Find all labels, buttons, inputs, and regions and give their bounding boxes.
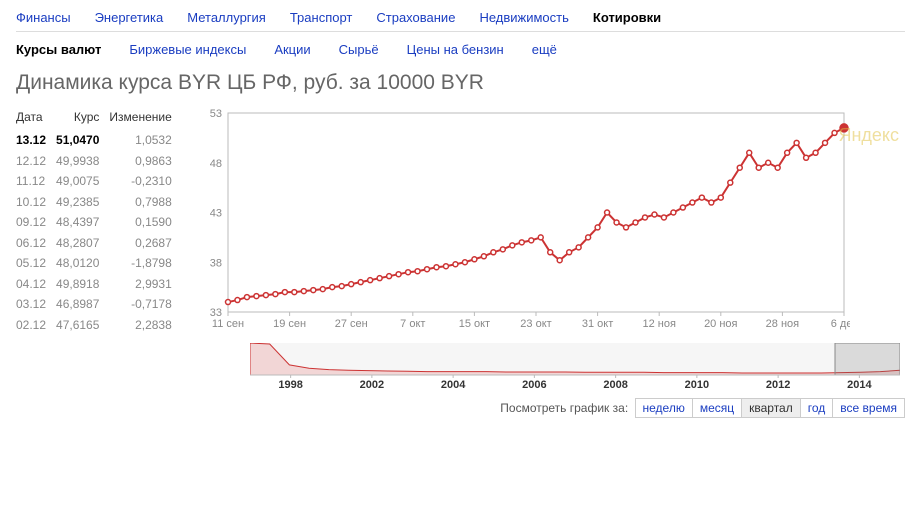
table-row[interactable]: 04.1249,89182,9931 bbox=[16, 274, 182, 295]
cell-rate: 47,6165 bbox=[56, 315, 109, 336]
table-header: Курс bbox=[56, 107, 109, 130]
sub-tab-0[interactable]: Курсы валют bbox=[16, 42, 101, 57]
cell-change: 0,2687 bbox=[109, 233, 181, 254]
svg-text:2008: 2008 bbox=[603, 379, 627, 389]
cell-change: 0,1590 bbox=[109, 212, 181, 233]
svg-text:43: 43 bbox=[210, 208, 222, 220]
cell-change: 0,9863 bbox=[109, 151, 181, 172]
cell-rate: 48,2807 bbox=[56, 233, 109, 254]
period-option-2[interactable]: квартал bbox=[741, 398, 801, 418]
page-title: Динамика курса BYR ЦБ РФ, руб. за 10000 … bbox=[16, 71, 905, 95]
cell-date: 13.12 bbox=[16, 130, 56, 151]
sub-tab-2[interactable]: Акции bbox=[274, 42, 310, 57]
svg-text:7 окт: 7 окт bbox=[400, 318, 425, 330]
table-row[interactable]: 12.1249,99380,9863 bbox=[16, 151, 182, 172]
cell-date: 10.12 bbox=[16, 192, 56, 213]
cell-date: 02.12 bbox=[16, 315, 56, 336]
category-tab-6[interactable]: Котировки bbox=[593, 10, 661, 25]
cell-rate: 49,2385 bbox=[56, 192, 109, 213]
period-selector: Посмотреть график за: неделюмесяцквартал… bbox=[250, 398, 905, 418]
subcategory-tabs: Курсы валют Биржевые индексы Акции Сырьё Цен… bbox=[16, 32, 905, 71]
cell-date: 12.12 bbox=[16, 151, 56, 172]
category-tab-5[interactable]: Недвижимость bbox=[479, 10, 568, 25]
main-chart-container: Яндекс 333843485311 сен19 сен27 сен7 окт… bbox=[200, 107, 905, 335]
overview-chart-container: 1998 2002 2004 2006 2008 2010 2012 2014 bbox=[250, 343, 905, 392]
cell-date: 05.12 bbox=[16, 253, 56, 274]
category-tab-2[interactable]: Металлургия bbox=[187, 10, 266, 25]
sub-tab-4[interactable]: Цены на бензин bbox=[407, 42, 504, 57]
table-row[interactable]: 06.1248,28070,2687 bbox=[16, 233, 182, 254]
cell-change: 1,0532 bbox=[109, 130, 181, 151]
table-row[interactable]: 03.1246,8987-0,7178 bbox=[16, 294, 182, 315]
table-row[interactable]: 05.1248,0120-1,8798 bbox=[16, 253, 182, 274]
svg-text:11 сен: 11 сен bbox=[212, 318, 244, 330]
cell-change: -0,2310 bbox=[109, 171, 181, 192]
cell-date: 11.12 bbox=[16, 171, 56, 192]
cell-date: 03.12 bbox=[16, 294, 56, 315]
cell-rate: 46,8987 bbox=[56, 294, 109, 315]
cell-change: 2,9931 bbox=[109, 274, 181, 295]
svg-text:15 окт: 15 окт bbox=[458, 318, 489, 330]
svg-text:53: 53 bbox=[210, 108, 222, 120]
sub-tab-1[interactable]: Биржевые индексы bbox=[129, 42, 246, 57]
cell-rate: 48,0120 bbox=[56, 253, 109, 274]
svg-text:48: 48 bbox=[210, 158, 222, 170]
cell-rate: 49,9938 bbox=[56, 151, 109, 172]
cell-rate: 49,0075 bbox=[56, 171, 109, 192]
svg-text:28 ноя: 28 ноя bbox=[765, 318, 798, 330]
svg-text:38: 38 bbox=[210, 257, 222, 269]
svg-text:23 окт: 23 окт bbox=[520, 318, 551, 330]
cell-change: 2,2838 bbox=[109, 315, 181, 336]
cell-date: 09.12 bbox=[16, 212, 56, 233]
main-chart[interactable]: 333843485311 сен19 сен27 сен7 окт15 окт2… bbox=[200, 107, 850, 332]
sub-tab-3[interactable]: Сырьё bbox=[339, 42, 379, 57]
svg-text:2014: 2014 bbox=[847, 379, 872, 389]
category-tab-4[interactable]: Страхование bbox=[376, 10, 455, 25]
period-option-3[interactable]: год bbox=[800, 398, 834, 418]
cell-change: -1,8798 bbox=[109, 253, 181, 274]
category-tab-1[interactable]: Энергетика bbox=[95, 10, 164, 25]
svg-text:2012: 2012 bbox=[766, 379, 790, 389]
sub-tab-5[interactable]: ещё bbox=[532, 42, 557, 57]
category-tab-3[interactable]: Транспорт bbox=[290, 10, 353, 25]
rates-table: ДатаКурсИзменение13.1251,04701,053212.12… bbox=[16, 107, 182, 335]
svg-text:12 ноя: 12 ноя bbox=[642, 318, 675, 330]
period-option-4[interactable]: все время bbox=[832, 398, 905, 418]
table-row[interactable]: 09.1248,43970,1590 bbox=[16, 212, 182, 233]
cell-change: -0,7178 bbox=[109, 294, 181, 315]
period-label: Посмотреть график за: bbox=[500, 401, 628, 415]
table-header: Дата bbox=[16, 107, 56, 130]
cell-rate: 49,8918 bbox=[56, 274, 109, 295]
svg-text:2002: 2002 bbox=[360, 379, 384, 389]
category-tab-0[interactable]: Финансы bbox=[16, 10, 71, 25]
overview-chart[interactable]: 1998 2002 2004 2006 2008 2010 2012 2014 bbox=[250, 343, 900, 389]
svg-text:19 сен: 19 сен bbox=[273, 318, 306, 330]
table-row[interactable]: 02.1247,61652,2838 bbox=[16, 315, 182, 336]
cell-rate: 51,0470 bbox=[56, 130, 109, 151]
svg-text:2004: 2004 bbox=[441, 379, 466, 389]
period-option-1[interactable]: месяц bbox=[692, 398, 742, 418]
cell-rate: 48,4397 bbox=[56, 212, 109, 233]
table-row[interactable]: 10.1249,23850,7988 bbox=[16, 192, 182, 213]
cell-change: 0,7988 bbox=[109, 192, 181, 213]
svg-text:31 окт: 31 окт bbox=[582, 318, 613, 330]
svg-text:6 дек: 6 дек bbox=[831, 318, 850, 330]
table-row[interactable]: 13.1251,04701,0532 bbox=[16, 130, 182, 151]
category-tabs: Финансы Энергетика Металлургия Транспорт Стр… bbox=[16, 10, 905, 32]
cell-date: 04.12 bbox=[16, 274, 56, 295]
table-row[interactable]: 11.1249,0075-0,2310 bbox=[16, 171, 182, 192]
svg-text:27 сен: 27 сен bbox=[334, 318, 367, 330]
svg-text:2010: 2010 bbox=[685, 379, 709, 389]
svg-text:2006: 2006 bbox=[522, 379, 546, 389]
svg-text:20 ноя: 20 ноя bbox=[704, 318, 737, 330]
cell-date: 06.12 bbox=[16, 233, 56, 254]
period-option-0[interactable]: неделю bbox=[635, 398, 693, 418]
table-header: Изменение bbox=[109, 107, 181, 130]
svg-text:1998: 1998 bbox=[278, 379, 302, 389]
